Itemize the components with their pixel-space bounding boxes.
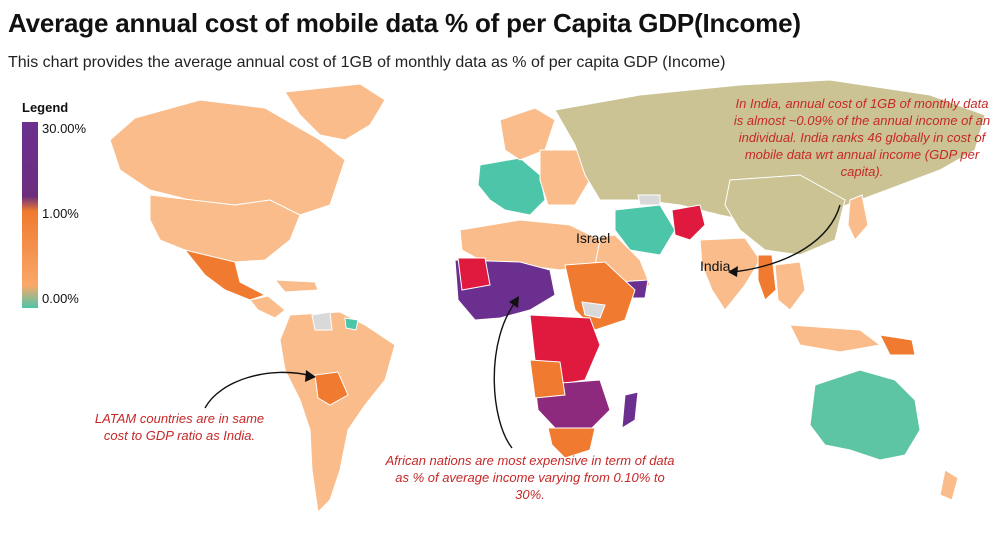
region-japan (847, 194, 869, 241)
region-india (699, 237, 761, 311)
legend-tick-low: 0.00% (42, 291, 79, 306)
region-east-africa (564, 261, 636, 331)
legend-title: Legend (22, 100, 69, 115)
latam-arrow-head (305, 370, 316, 382)
region-greenland (284, 83, 386, 141)
region-afghanistan (671, 204, 706, 241)
region-mexico (183, 249, 267, 301)
legend-color-scale (22, 122, 38, 308)
region-guiana (344, 317, 359, 331)
region-new-zealand (939, 469, 959, 501)
region-central-america (249, 295, 286, 319)
region-mauritania (457, 257, 491, 291)
chart-subtitle: This chart provides the average annual c… (8, 54, 726, 71)
region-myanmar (757, 254, 777, 301)
region-australia (809, 369, 921, 461)
region-madagascar (621, 391, 639, 429)
label-india: India (700, 258, 731, 274)
annotation-latam: LATAM countries are in same cost to GDP … (94, 411, 265, 443)
region-caribbean (273, 279, 319, 293)
legend-tick-mid: 1.00% (42, 206, 79, 221)
region-no-data-3 (581, 301, 606, 319)
region-south-africa (547, 427, 596, 459)
latam-annotation-arrow (204, 371, 313, 409)
annotation-africa: African nations are most expensive in te… (385, 453, 675, 502)
region-china (724, 174, 846, 256)
label-israel: Israel (576, 230, 611, 246)
region-indonesia (789, 324, 882, 353)
africa-annotation-arrow (493, 299, 518, 449)
chart-title: Average annual cost of mobile data % of … (8, 8, 801, 38)
region-papua (879, 334, 916, 356)
africa-arrow-head (509, 296, 519, 308)
region-south-america (279, 311, 396, 514)
region-no-data-2 (637, 194, 661, 206)
region-no-data-1 (311, 311, 333, 331)
india-arrow-head (728, 266, 738, 277)
region-se-asia (774, 261, 806, 311)
annotation-india: In India, annual cost of 1GB of monthly … (733, 96, 991, 179)
legend-tick-high: 30.00% (42, 121, 87, 136)
region-bolivia (314, 371, 349, 406)
region-europe-west (477, 157, 546, 216)
region-angola (529, 359, 566, 399)
region-usa (149, 194, 301, 271)
india-annotation-arrow (732, 204, 841, 273)
